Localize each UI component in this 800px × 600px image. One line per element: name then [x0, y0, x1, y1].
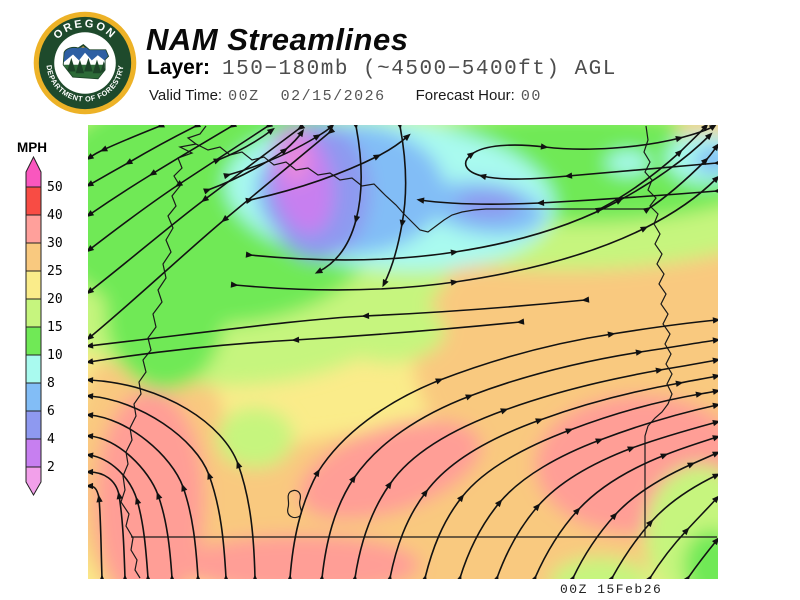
legend-tick: 6 — [47, 404, 55, 419]
speed-blob-green-coast — [105, 230, 225, 390]
legend-band — [25, 438, 42, 468]
legend-band — [25, 214, 42, 244]
layer-value: 150−180mb (~4500−5400ft) AGL — [222, 58, 617, 81]
layer-line: Layer: 150−180mb (~4500−5400ft) AGL — [147, 56, 617, 81]
legend-tick: 4 — [47, 432, 55, 447]
legend-band — [25, 326, 42, 356]
legend-band — [25, 382, 42, 412]
legend-tick: 15 — [47, 320, 63, 335]
streamline — [645, 495, 718, 579]
streamline — [683, 537, 718, 579]
streamline — [314, 125, 363, 274]
page-title: NAM Streamlines — [146, 22, 409, 57]
legend-tick: 25 — [47, 264, 63, 279]
legend-tick-labels: 50 40 30 25 20 15 10 8 6 4 2 — [47, 180, 63, 475]
wind-speed-field — [88, 125, 718, 579]
legend-tick: 10 — [47, 348, 63, 363]
legend-band — [25, 354, 42, 384]
legend-color-bar — [25, 186, 42, 468]
legend-tick: 40 — [47, 208, 63, 223]
legend-arrow-top — [25, 155, 42, 188]
legend-band — [25, 270, 42, 300]
streamline — [203, 129, 304, 195]
streamline — [382, 125, 407, 288]
speed-blob-periwinkle-east — [456, 191, 520, 219]
legend-tick: 2 — [47, 460, 55, 475]
wind-map — [88, 125, 718, 579]
legend-unit-label: MPH — [17, 140, 47, 155]
legend-band — [25, 298, 42, 328]
forecast-hour-value: 00 — [520, 88, 542, 105]
valid-time-label: Valid Time: — [149, 87, 223, 104]
logo-oregon-emblem — [62, 43, 110, 80]
odf-logo: OREGON DEPARTMENT OF FORESTRY — [33, 11, 137, 115]
legend-tick: 8 — [47, 376, 55, 391]
speed-pocket-yellowgreen — [217, 408, 293, 468]
layer-label: Layer: — [147, 56, 211, 79]
valid-time-line: Valid Time: 00Z 02/15/2026 Forecast Hour… — [149, 87, 542, 105]
map-timestamp: 00Z 15Feb26 — [560, 582, 663, 597]
legend-tick: 50 — [47, 180, 63, 195]
legend-band — [25, 186, 42, 216]
legend-tick: 30 — [47, 236, 63, 251]
legend-arrow-bottom — [25, 466, 42, 497]
streamline — [88, 377, 259, 579]
streamline — [88, 296, 590, 349]
wind-speed-legend: MPH 50 40 30 25 20 15 10 8 6 4 2 — [0, 130, 86, 510]
forecast-hour-label: Forecast Hour: — [415, 87, 515, 104]
streamline — [642, 143, 718, 214]
legend-band — [25, 410, 42, 440]
legend-band — [25, 242, 42, 272]
streamlines — [88, 125, 718, 579]
valid-time-value: 00Z 02/15/2026 — [228, 88, 386, 105]
legend-tick: 20 — [47, 292, 63, 307]
